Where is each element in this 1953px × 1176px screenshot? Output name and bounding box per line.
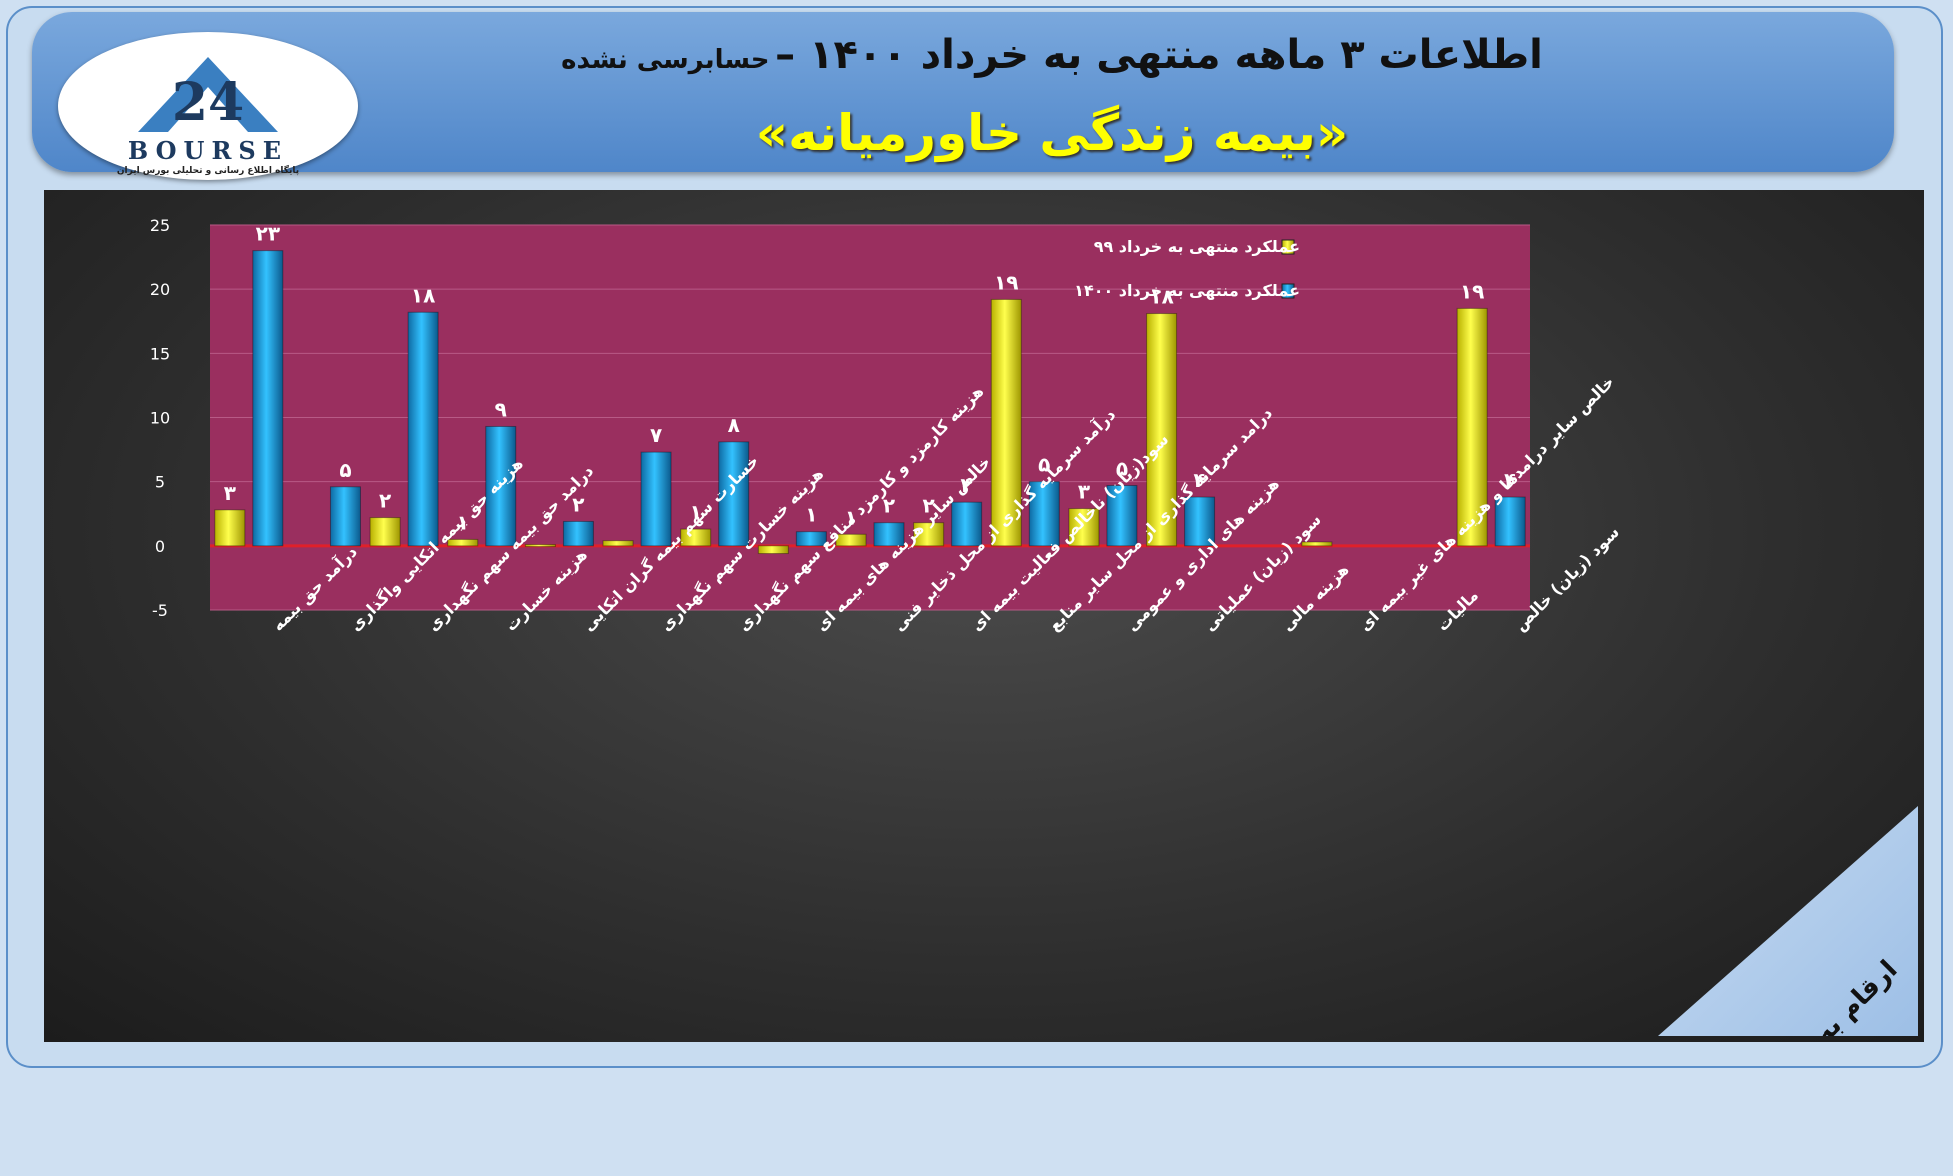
data-label-series2: ۱۸ xyxy=(411,283,435,307)
y-tick-label: 10 xyxy=(150,409,170,428)
bar-series1 xyxy=(835,533,867,547)
data-label-series2: ۲ xyxy=(572,492,584,516)
chart-panel: 25 20 15 10 5 0 -5 ۳ ۲ ۱ ۱ ۱ ۲ ۱۹ ۳ ۱۸ ۱۹ ۲۳ ۵ ۱۸ ۹ ۲ ۷ ۸ ۱ ۲ ۳ ۵ ۵ ۴… xyxy=(44,190,1924,1042)
bar-series2 xyxy=(951,501,983,547)
y-tick-label: 15 xyxy=(150,344,170,363)
y-tick-label: 0 xyxy=(155,537,165,556)
bar-series2 xyxy=(485,425,517,547)
bar-series2 xyxy=(1494,496,1526,547)
data-label-series2: ۲۳ xyxy=(256,222,280,246)
bar-series2 xyxy=(640,451,672,547)
bar-series2 xyxy=(1106,485,1138,547)
data-label-series1: ۱۹ xyxy=(994,270,1018,294)
logo-tagline: پایگاه اطلاع رسانی و تحلیلی بورس ایران xyxy=(116,166,300,176)
data-label-series1: ۱۸ xyxy=(1149,285,1173,309)
legend-label: عملکرد منتهی به خرداد ۱۴۰۰ xyxy=(1074,281,1300,300)
bar-series1 xyxy=(913,522,945,547)
data-label-series2: ۲ xyxy=(883,494,895,518)
bar-series2 xyxy=(407,311,439,547)
data-label-series2: ۵ xyxy=(339,458,351,482)
bar-series1 xyxy=(1301,541,1333,547)
data-label-series1: ۱ xyxy=(690,500,702,524)
data-label-series2: ۴ xyxy=(1504,468,1516,492)
data-label-series2: ۸ xyxy=(728,413,740,437)
y-tick-label: 5 xyxy=(155,473,165,492)
y-tick-label: -5 xyxy=(152,601,168,620)
data-label-series1: ۱۹ xyxy=(1460,279,1484,303)
data-label-series2: ۵ xyxy=(1116,457,1128,481)
title-audit-status: حسابرسی نشده xyxy=(561,45,770,75)
bar-series2 xyxy=(329,486,361,547)
bar-series1 xyxy=(1456,307,1488,547)
bar-series2 xyxy=(562,520,594,547)
bar-series1 xyxy=(602,540,634,547)
data-label-series2: ۳ xyxy=(961,473,973,497)
data-label-series1: ۳ xyxy=(1078,480,1090,504)
data-label-series2: ۷ xyxy=(650,423,662,447)
bar-series2 xyxy=(795,531,827,547)
data-label-series1: ۱ xyxy=(457,510,469,534)
legend-swatch xyxy=(1281,283,1295,299)
bar-series1 xyxy=(1146,313,1178,547)
y-tick-label: 20 xyxy=(150,280,170,299)
data-label-series1: ۱ xyxy=(845,505,857,529)
bar-series1 xyxy=(369,517,401,547)
data-label-series1: ۲ xyxy=(379,489,391,513)
bar-series1 xyxy=(990,298,1022,547)
bourse24-logo: 24 BOURSE پایگاه اطلاع رسانی و تحلیلی بو… xyxy=(58,32,358,180)
data-label-series2: ۵ xyxy=(1038,453,1050,477)
title-main: اطلاعات ۳ ماهه منتهی به خرداد ۱۴۰۰ – xyxy=(775,32,1543,78)
bar-series1 xyxy=(447,538,479,547)
logo-number: 24 xyxy=(172,72,244,133)
bar-series2 xyxy=(873,522,905,547)
bar-series2 xyxy=(1028,481,1060,547)
data-label-series2: ۹ xyxy=(495,397,507,421)
y-tick-label: 25 xyxy=(150,216,170,235)
bar-series2 xyxy=(718,441,750,547)
legend-swatch xyxy=(1281,239,1295,255)
bar-series1 xyxy=(757,545,789,555)
data-label-series1: ۳ xyxy=(224,481,236,505)
bar-series1 xyxy=(524,544,556,548)
bar-series2 xyxy=(252,250,284,547)
legend-label: عملکرد منتهی به خرداد ۹۹ xyxy=(1094,237,1300,256)
company-name: «بیمه زندگی خاورمیانه» xyxy=(755,104,1349,162)
data-label-series2: ۴ xyxy=(1193,468,1205,492)
bar-series2 xyxy=(1184,496,1216,547)
header-banner: 24 BOURSE پایگاه اطلاع رسانی و تحلیلی بو… xyxy=(32,12,1894,180)
data-label-series2: ۱ xyxy=(805,503,817,527)
bar-series1 xyxy=(680,528,712,547)
bar-series1 xyxy=(1068,508,1100,547)
logo-graphic: 24 xyxy=(138,57,278,133)
report-title: اطلاعات ۳ ماهه منتهی به خرداد ۱۴۰۰ – حسا… xyxy=(552,32,1552,78)
logo-wordmark: BOURSE xyxy=(127,136,289,165)
data-label-series1: ۲ xyxy=(923,494,935,518)
bar-series1 xyxy=(214,509,246,547)
